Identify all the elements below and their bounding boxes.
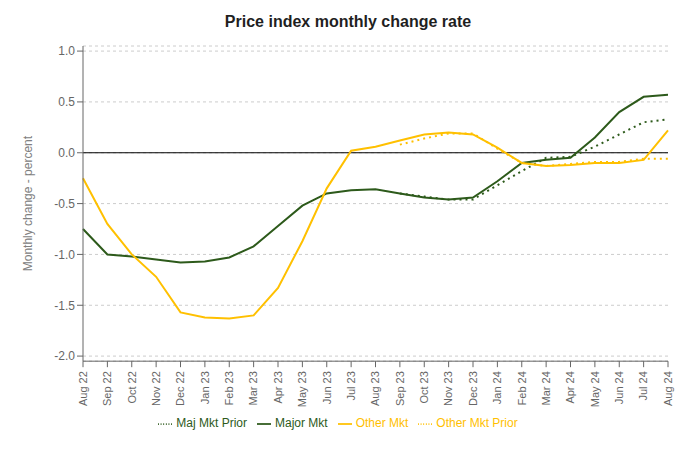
svg-text:Oct 22: Oct 22: [126, 371, 138, 403]
svg-text:Feb 23: Feb 23: [223, 371, 235, 405]
html-text:Maj Mkt Prior: Maj Mkt Prior: [176, 416, 247, 431]
svg-text:Jul 23: Jul 23: [345, 371, 357, 400]
html-text:Other Mkt Prior: Other Mkt Prior: [436, 416, 518, 431]
svg-text:Apr 24: Apr 24: [564, 371, 576, 403]
svg-text:May 24: May 24: [589, 371, 601, 407]
svg-text:Dec 22: Dec 22: [174, 371, 186, 406]
svg-text:-1.0: -1.0: [54, 248, 75, 262]
svg-text:-2.0: -2.0: [54, 349, 75, 363]
svg-text:Jun 24: Jun 24: [613, 371, 625, 404]
svg-text:Aug 24: Aug 24: [662, 371, 674, 406]
svg-text:Jun 23: Jun 23: [321, 371, 333, 404]
svg-text:Mar 23: Mar 23: [247, 371, 259, 405]
svg-text:Nov 22: Nov 22: [150, 371, 162, 406]
svg-text:Sep 23: Sep 23: [394, 371, 406, 406]
svg-text:Feb 24: Feb 24: [516, 371, 528, 405]
svg-text:May 23: May 23: [296, 371, 308, 407]
html-text:Major Mkt: Major Mkt: [275, 416, 328, 431]
svg-text:0.0: 0.0: [58, 146, 75, 160]
svg-text:-0.5: -0.5: [54, 197, 75, 211]
svg-text:0.5: 0.5: [58, 95, 75, 109]
svg-text:Oct 23: Oct 23: [418, 371, 430, 403]
svg-text:Mar 24: Mar 24: [540, 371, 552, 405]
svg-text:Monthly change - percent: Monthly change - percent: [21, 135, 35, 271]
svg-text:Jul 24: Jul 24: [637, 371, 649, 400]
svg-text:Nov 23: Nov 23: [442, 371, 454, 406]
svg-text:1.0: 1.0: [58, 44, 75, 58]
svg-text:Dec 23: Dec 23: [467, 371, 479, 406]
svg-text:Sep 22: Sep 22: [101, 371, 113, 406]
svg-text:Aug 22: Aug 22: [77, 371, 89, 406]
html-text:Other Mkt: Other Mkt: [355, 416, 409, 431]
svg-text:Apr 23: Apr 23: [272, 371, 284, 403]
svg-text:Aug 23: Aug 23: [369, 371, 381, 406]
svg-text:-1.5: -1.5: [54, 299, 75, 313]
svg-text:Jan 24: Jan 24: [491, 371, 503, 404]
svg-text:Jan 23: Jan 23: [199, 371, 211, 404]
html-text:Price index monthly change rat: Price index monthly change rate: [224, 13, 472, 30]
